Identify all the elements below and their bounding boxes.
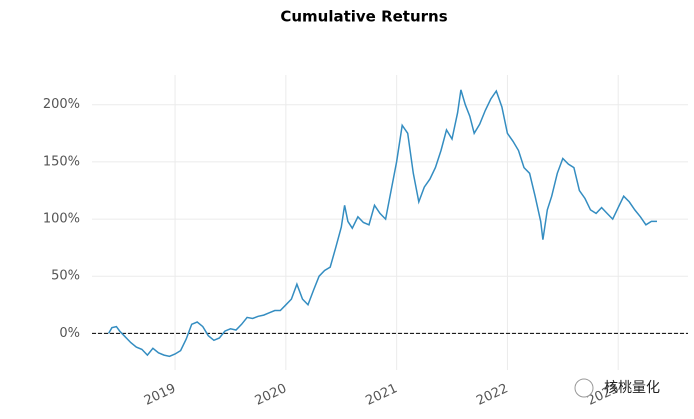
line-series xyxy=(107,89,657,358)
y-tick-label: 50% xyxy=(51,269,80,284)
chart-title: Cumulative Returns xyxy=(280,8,447,26)
x-tick-label: 2020 xyxy=(253,381,289,409)
y-tick-label: 200% xyxy=(43,97,80,112)
watermark-icon xyxy=(574,378,594,398)
x-tick-label: 2019 xyxy=(142,381,178,409)
y-tick-label: 150% xyxy=(43,154,80,169)
watermark-text: 核桃量化 xyxy=(604,380,660,396)
x-tick-label: 2021 xyxy=(363,381,399,409)
y-tick-label: 0% xyxy=(59,326,80,341)
x-tick-label: 2022 xyxy=(474,381,510,409)
y-tick-label: 100% xyxy=(43,212,80,227)
watermark: 核桃量化 xyxy=(574,378,660,398)
